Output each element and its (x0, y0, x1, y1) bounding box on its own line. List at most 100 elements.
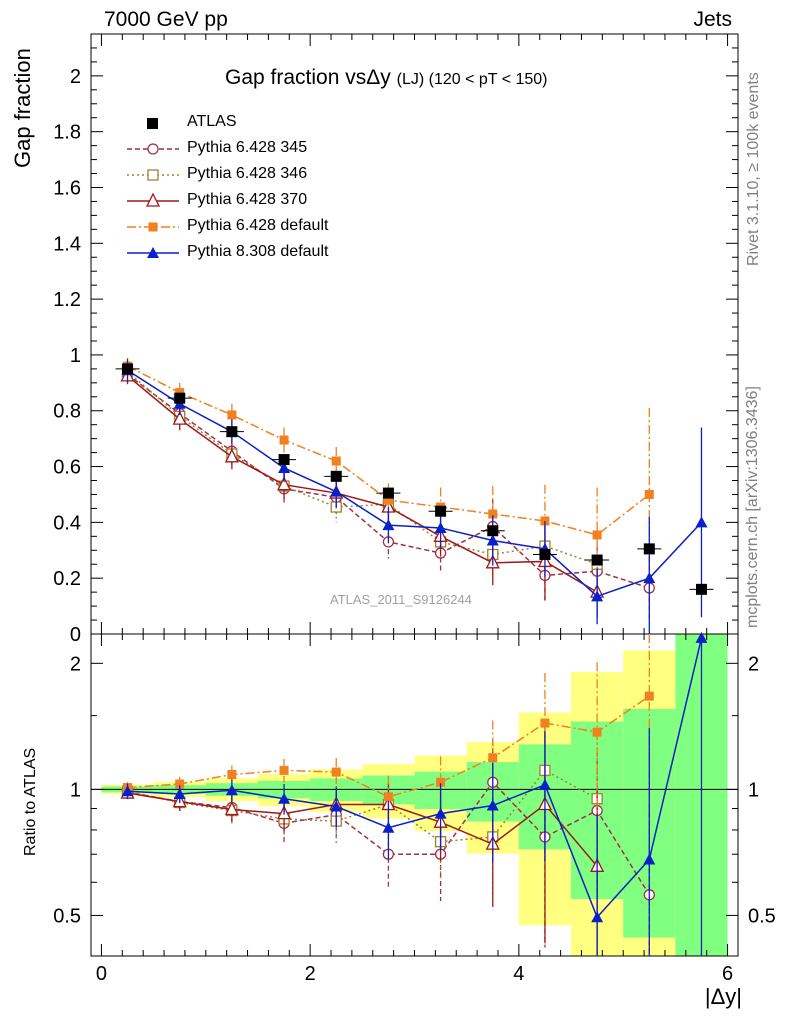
series-line (127, 375, 598, 593)
ratio-series-line (127, 792, 598, 867)
ratio-data-point (538, 778, 551, 790)
x-tick-label: 2 (305, 963, 316, 985)
atlas-data-point (174, 392, 186, 404)
data-point (591, 590, 604, 602)
data-point (331, 456, 341, 466)
data-point (643, 572, 656, 584)
data-point (382, 519, 395, 531)
data-point (277, 476, 292, 491)
legend-swatch-series-2 (127, 192, 179, 207)
atlas-data-point (539, 548, 551, 560)
chart-title-sub: (LJ) (120 < pT < 150) (396, 71, 548, 88)
ratio-y-tick-label: 1 (70, 779, 81, 801)
main-y-tick-label: 1.2 (53, 289, 81, 311)
ratio-y-tick-label-right: 1 (748, 779, 759, 801)
legend-marker (147, 118, 158, 129)
main-y-tick-label: 0.2 (53, 568, 81, 590)
atlas-data-point (435, 505, 447, 517)
legend-swatch-series-1 (127, 169, 179, 181)
series-line (127, 371, 598, 565)
x-tick-label: 4 (513, 963, 524, 985)
legend-marker (145, 192, 161, 207)
data-point (172, 410, 187, 425)
ratio-data-point (330, 800, 343, 812)
legend-label-series-3: Pythia 6.428 default (187, 217, 329, 234)
legend-marker (148, 222, 158, 232)
atlas-data-point (226, 426, 238, 438)
main-y-tick-label: 2 (70, 66, 81, 88)
ratio-data-point (383, 792, 393, 802)
data-point (278, 461, 291, 473)
legend-swatch-series-0 (127, 143, 179, 155)
ratio-y-tick-label-right: 2 (748, 653, 759, 675)
ratio-data-point (382, 821, 395, 833)
main-y-tick-label: 1 (70, 345, 81, 367)
ratio-data-point (592, 727, 602, 737)
data-point (279, 435, 289, 445)
legend-label-series-1: Pythia 6.428 346 (187, 165, 308, 182)
ratio-data-point (488, 753, 498, 763)
ratio-data-point (486, 799, 499, 811)
legend-swatch-atlas (147, 118, 158, 129)
ratio-data-point (540, 718, 550, 728)
main-y-tick-label: 0.8 (53, 401, 81, 423)
main-y-tick-label: 1.4 (53, 233, 81, 255)
atlas-data-point (278, 454, 290, 466)
process-header: Jets (693, 8, 732, 31)
ratio-y-axis-label: Ratio to ATLAS (22, 747, 39, 856)
ratio-data-point (279, 765, 289, 775)
atlas-data-point (643, 543, 655, 555)
data-point (695, 516, 708, 528)
ratio-data-point (225, 784, 238, 796)
ratio-y-tick-label-right: 0.5 (748, 905, 776, 927)
legend-swatch-series-4 (127, 247, 179, 258)
chart-title: Gap fraction vsΔy (LJ) (120 < pT < 150) (225, 66, 548, 90)
data-point (592, 530, 602, 540)
atlas-data-point (122, 363, 134, 375)
atlas-data-point (487, 525, 499, 537)
ratio-data-point (591, 911, 604, 923)
main-y-tick-label: 1.6 (53, 177, 81, 199)
legend-swatch-series-3 (127, 222, 179, 232)
data-point (224, 448, 239, 463)
ratio-data-point (227, 770, 237, 780)
ratio-data-point (173, 787, 186, 799)
x-axis-label: |Δy| (704, 984, 742, 1009)
atlas-data-point (695, 583, 707, 595)
main-y-tick-label: 0.4 (53, 512, 81, 534)
ratio-data-point (643, 853, 656, 865)
data-point (227, 410, 237, 420)
chart-title-main: Gap fraction vsΔy (225, 66, 391, 89)
main-y-tick-label: 1.8 (53, 122, 81, 144)
data-point (486, 534, 499, 546)
data-point (434, 521, 447, 533)
data-point (383, 495, 393, 505)
legend-marker (147, 169, 159, 181)
atlas-data-point (330, 470, 342, 482)
atlas-data-point (382, 487, 394, 499)
ratio-y-tick-label: 2 (70, 653, 81, 675)
ratio-data-point (436, 777, 446, 787)
ratio-data-point (121, 785, 134, 797)
data-point (330, 485, 343, 497)
ratio-y-tick-label: 0.5 (53, 905, 81, 927)
ratio-data-point (644, 691, 654, 701)
series-3 (123, 357, 654, 867)
legend-label-series-0: Pythia 6.428 345 (187, 139, 308, 156)
ratio-data-point (331, 767, 341, 777)
beam-header: 7000 GeV pp (104, 8, 228, 31)
legend-label-series-2: Pythia 6.428 370 (187, 191, 308, 208)
main-y-tick-label: 0.6 (53, 457, 81, 479)
series-line (127, 369, 703, 598)
data-point (644, 489, 654, 499)
atlas-data-point (591, 554, 603, 566)
main-y-tick-label: 0 (70, 624, 81, 646)
ratio-data-point (434, 807, 447, 819)
series-atlas (115, 363, 714, 595)
ratio-data-point (278, 792, 291, 804)
legend-label-atlas: ATLAS (187, 113, 237, 130)
legend-marker (147, 247, 159, 258)
rivet-version-label: Rivet 3.1.10, ≥ 100k events (745, 72, 762, 266)
legend-label-series-4: Pythia 8.308 default (187, 243, 329, 260)
